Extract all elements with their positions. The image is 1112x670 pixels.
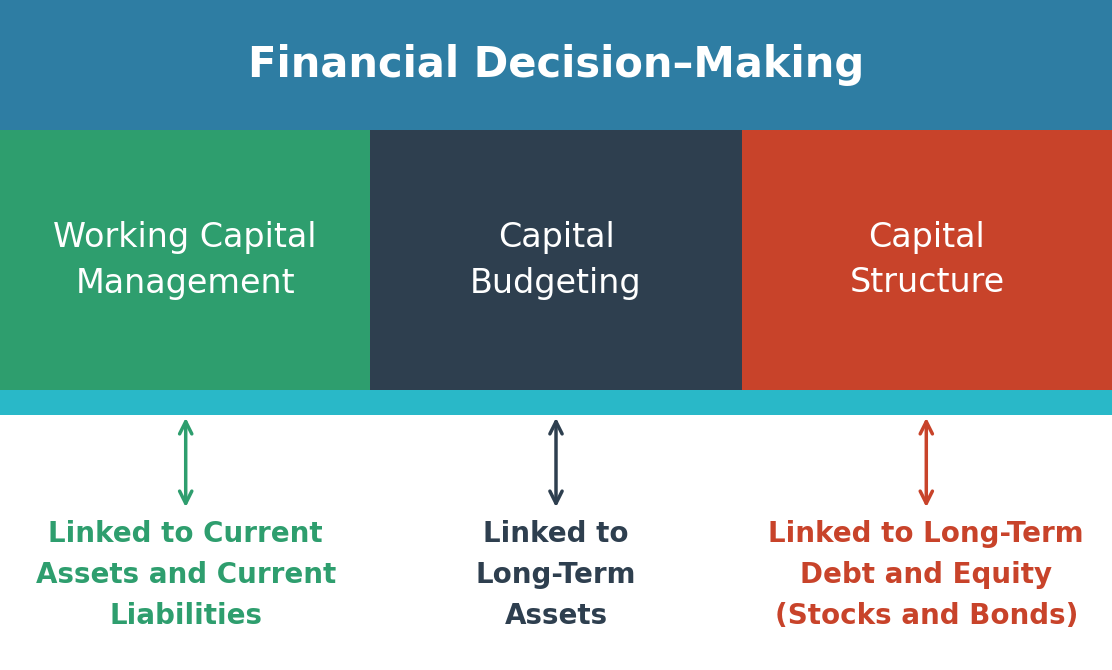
Bar: [742, 130, 1112, 390]
Bar: [0, 0, 1112, 130]
Text: Working Capital
Management: Working Capital Management: [53, 220, 317, 299]
Text: Linked to Current
Assets and Current
Liabilities: Linked to Current Assets and Current Lia…: [36, 520, 336, 630]
Bar: [0, 130, 370, 390]
Text: Linked to Long-Term
Debt and Equity
(Stocks and Bonds): Linked to Long-Term Debt and Equity (Sto…: [768, 520, 1084, 630]
Bar: [370, 130, 742, 390]
Text: Linked to
Long-Term
Assets: Linked to Long-Term Assets: [476, 520, 636, 630]
Text: Capital
Structure: Capital Structure: [850, 220, 1004, 299]
Text: Capital
Budgeting: Capital Budgeting: [470, 220, 642, 299]
Text: Financial Decision–Making: Financial Decision–Making: [248, 44, 864, 86]
Bar: [0, 390, 1112, 415]
